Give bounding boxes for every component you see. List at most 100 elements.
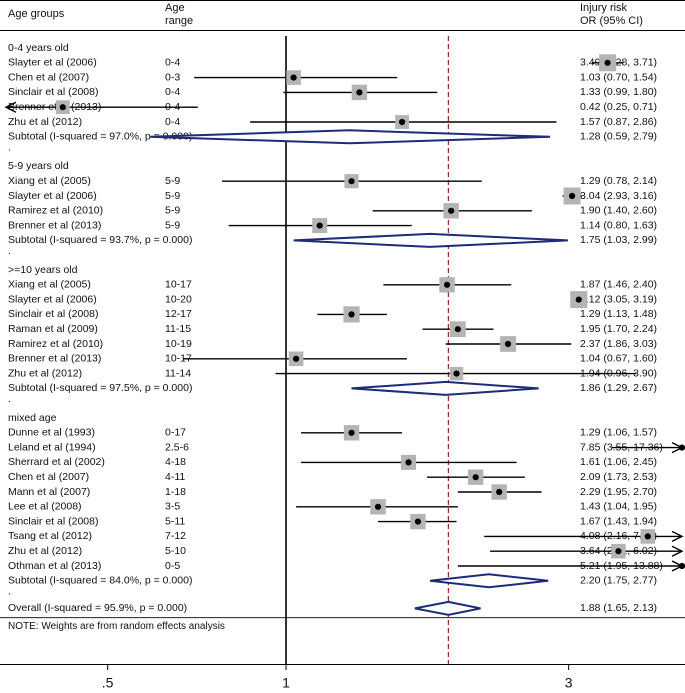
group-2-study-1-ci-text: 3.12 (3.05, 3.19) [580, 293, 657, 305]
group-3-study-2-name: Sherrard et al (2002) [8, 456, 105, 468]
group-3-study-2-ci-text: 1.61 (1.06, 2.45) [580, 456, 657, 468]
group-3-study-6-name: Sinclair et al (2008) [8, 515, 98, 527]
group-3-subtotal-diamond [429, 573, 549, 589]
group-1-study-1-range: 5-9 [165, 190, 180, 202]
group-2-study-0-range: 10-17 [165, 279, 192, 291]
group-0-study-4-name: Zhu et al (2012) [8, 116, 82, 128]
group-3-study-7-name: Tsang et al (2012) [8, 530, 92, 542]
group-3-study-3-point [472, 474, 479, 481]
group-1-study-2-point [448, 207, 455, 214]
header-injury-risk: Injury risk [580, 2, 628, 14]
group-1-study-3-ci-text: 1.14 (0.80, 1.63) [580, 219, 657, 231]
group-3-study-5-range: 3-5 [165, 501, 180, 513]
group-3-study-4-name: Mann et al (2007) [8, 486, 90, 498]
group-2-study-1-point [575, 296, 582, 303]
group-2-study-3-range: 11-15 [165, 323, 191, 335]
group-2-study-4-ci-text: 2.37 (1.86, 3.03) [580, 338, 657, 350]
group-0-study-3-point [59, 104, 66, 111]
group-3-study-3-range: 4-11 [165, 471, 185, 483]
group-0-subtotal-ci-text: 1.28 (0.59, 2.79) [580, 131, 657, 143]
group-2-study-2-ci-text: 1.29 (1.13, 1.48) [580, 308, 657, 320]
group-2-study-0-ci-text: 1.87 (1.46, 2.40) [580, 279, 657, 291]
group-0-spacer-dot: . [8, 141, 11, 153]
group-0-study-1-point [290, 74, 297, 81]
group-2-study-1-name: Slayter et al (2006) [8, 293, 97, 305]
group-1-subtotal-ci-text: 1.75 (1.03, 2.99) [580, 234, 657, 246]
group-2-study-5-ci-text: 1.04 (0.67, 1.60) [580, 353, 657, 365]
header-age: Age [165, 2, 185, 14]
group-3-study-3-name: Chen et al (2007) [8, 471, 89, 483]
group-0-study-2-range: 0-4 [165, 86, 180, 98]
group-0-study-0-point [604, 59, 611, 66]
group-3-spacer-dot: . [8, 585, 11, 597]
group-3-study-8-name: Zhu et al (2012) [8, 545, 82, 557]
group-1-study-3-range: 5-9 [165, 219, 180, 231]
group-2-study-3-ci-text: 1.95 (1.70, 2.24) [580, 323, 657, 335]
group-2-study-1-range: 10-20 [165, 293, 192, 305]
header-age-groups: Age groups [8, 8, 65, 20]
group-0-study-4-range: 0-4 [165, 116, 180, 128]
group-2-study-2-point [348, 311, 355, 318]
weights-note: NOTE: Weights are from random effects an… [8, 621, 225, 632]
group-3-study-9-name: Othman et al (2013) [8, 560, 101, 572]
header-range: range [165, 15, 193, 27]
group-3-study-5-point [374, 503, 382, 510]
group-0-study-0-range: 0-4 [165, 57, 180, 69]
group-1-study-3-name: Brenner et al (2013) [8, 219, 101, 231]
header-or-ci: OR (95% CI) [580, 15, 643, 27]
group-3-subtotal-label: Subtotal (I-squared = 84.0%, p = 0.000) [8, 575, 192, 587]
group-2-study-4-name: Ramirez et al (2010) [8, 338, 103, 350]
group-1-study-3-point [316, 222, 323, 229]
group-3-study-5-ci-text: 1.43 (1.04, 1.95) [580, 501, 657, 513]
group-3-study-4-range: 1-18 [165, 486, 186, 498]
x-tick-label-2: 3 [565, 675, 573, 691]
group-2-study-6-range: 11-14 [165, 367, 191, 379]
overall-diamond [414, 600, 481, 616]
group-3-study-4-point [496, 488, 503, 496]
group-3-study-0-name: Dunne et al (1993) [8, 427, 95, 439]
group-3-study-1-point [678, 444, 685, 451]
group-3-study-4-ci-text: 2.29 (1.95, 2.70) [580, 486, 657, 498]
group-3-study-6-point [414, 518, 422, 525]
group-2-label: >=10 years old [8, 264, 78, 276]
group-1-study-1-point [568, 192, 576, 200]
group-1-study-1-name: Slayter et al (2006) [8, 190, 97, 202]
group-1-study-0-name: Xiang et al (2005) [8, 175, 91, 187]
group-0-study-1-ci-text: 1.03 (0.70, 1.54) [580, 71, 657, 83]
group-1-study-0-point [348, 178, 355, 185]
group-2-study-4-range: 10-19 [165, 338, 192, 350]
group-3-label: mixed age [8, 412, 57, 424]
group-2-study-6-point [453, 370, 460, 377]
group-2-study-5-point [292, 355, 300, 362]
group-1-study-1-ci-text: 3.04 (2.93, 3.16) [580, 190, 657, 202]
x-tick-label-0: .5 [102, 675, 114, 691]
group-3-study-2-point [405, 459, 412, 466]
group-2-study-5-name: Brenner et al (2013) [8, 353, 101, 365]
group-3-subtotal-ci-text: 2.20 (1.75, 2.77) [580, 575, 657, 587]
group-0-study-2-name: Sinclair et al (2008) [8, 86, 98, 98]
group-0-study-4-point [398, 118, 406, 126]
group-0-study-1-range: 0-3 [165, 71, 180, 83]
group-3-study-0-range: 0-17 [165, 427, 186, 439]
group-2-subtotal-diamond [351, 380, 539, 396]
group-3-study-1-name: Leland et al (1994) [8, 441, 96, 453]
group-3-study-8-arrow-right [671, 545, 684, 557]
group-2-subtotal-ci-text: 1.86 (1.29, 2.67) [580, 382, 657, 394]
group-2-study-6-name: Zhu et al (2012) [8, 367, 82, 379]
group-3-study-1-range: 2.5-6 [165, 441, 189, 453]
group-2-study-0-point [443, 281, 451, 288]
group-2-study-2-name: Sinclair et al (2008) [8, 308, 98, 320]
group-1-subtotal-diamond [293, 232, 568, 248]
group-3-study-6-ci-text: 1.67 (1.43, 1.94) [580, 515, 657, 527]
group-1-label: 5-9 years old [8, 160, 69, 172]
group-3-study-5-name: Lee et al (2008) [8, 501, 82, 513]
group-0-subtotal-diamond [150, 129, 551, 145]
group-1-study-2-name: Ramirez et al (2010) [8, 205, 103, 217]
group-2-study-5-range: 10-17 [165, 353, 192, 365]
group-2-study-3-name: Raman et al (2009) [8, 323, 98, 335]
group-3-study-8-range: 5-10 [165, 545, 186, 557]
group-3-study-0-ci-text: 1.29 (1.06, 1.57) [580, 427, 657, 439]
group-0-study-2-point [356, 89, 363, 96]
group-2-study-0-name: Xiang et al (2005) [8, 279, 91, 291]
group-0-study-0-name: Slayter et al (2006) [8, 57, 97, 69]
